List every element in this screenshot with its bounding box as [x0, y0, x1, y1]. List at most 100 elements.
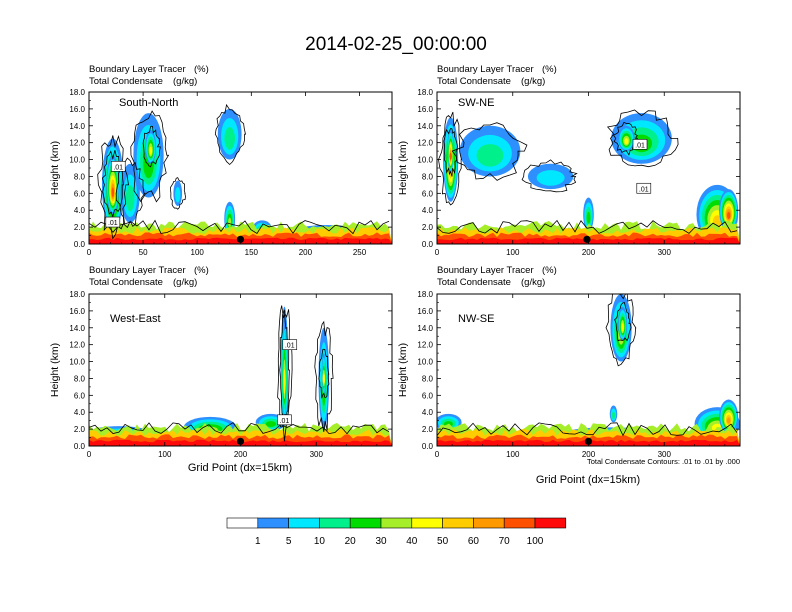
x-tick-label: 300 [310, 450, 324, 459]
condensate-contour [115, 157, 146, 229]
panel-fill: .01 .01 [437, 92, 740, 244]
colorbar: 1 5 10 20 30 40 50 60 70 100 [226, 517, 567, 547]
tracer-blob [621, 323, 624, 332]
plot-background [437, 294, 740, 446]
panel-contour-label: Total Condensate [89, 76, 163, 87]
contour-label-box [110, 161, 126, 172]
location-marker [584, 437, 593, 445]
panel-name: South-North [119, 97, 178, 109]
y-tick-label: 12.0 [417, 139, 433, 148]
colorbar-label: 30 [375, 536, 387, 547]
y-tick-label: 16.0 [417, 105, 433, 114]
x-tick-label: 300 [658, 450, 672, 459]
tracer-blob [111, 187, 115, 198]
colorbar-label: 100 [527, 536, 544, 547]
panel-contour-label: Total Condensate [437, 76, 511, 87]
contour-label-box [632, 139, 648, 150]
y-tick-label: 0.0 [74, 442, 86, 451]
contour-label: .01 [108, 220, 118, 227]
condensate-contour [605, 294, 637, 367]
colorbar-swatch [411, 517, 443, 529]
colorbar-swatch [473, 517, 505, 529]
panel-field-units: (%) [194, 265, 209, 276]
y-axis-label: Height (km) [397, 141, 409, 195]
axes: 0.0 2.0 4.0 6.0 8.0 10.0 12.0 14.0 16.0 18.0 0 100 2… [417, 290, 741, 459]
condensate-contour [438, 111, 463, 206]
x-tick-label: 0 [87, 248, 92, 257]
y-tick-label: 6.0 [74, 189, 86, 198]
contour-label: .01 [639, 186, 649, 193]
colorbar-swatch [503, 517, 536, 529]
condensate-contours [89, 103, 390, 240]
panel-field-label: Boundary Layer Tracer [89, 64, 186, 75]
tracer-blob [449, 152, 452, 160]
tracer-blob [224, 127, 235, 150]
y-tick-label: 12.0 [417, 341, 433, 350]
y-tick-label: 2.0 [422, 223, 434, 232]
location-marker [236, 437, 245, 445]
y-tick-label: 12.0 [69, 341, 85, 350]
panel-contour-units: (g/kg) [521, 76, 545, 87]
panel-fill [437, 294, 740, 446]
y-tick-label: 4.0 [74, 408, 86, 417]
x-axis-label: Grid Point (dx=15km) [536, 474, 640, 486]
panel-fill: .01 .01 [89, 92, 392, 244]
x-tick-label: 0 [87, 450, 92, 459]
panel-fill: .01 .01 [89, 294, 392, 446]
y-tick-label: 0.0 [74, 240, 86, 249]
condensate-contour [89, 219, 390, 235]
panel-contour-units: (g/kg) [521, 277, 545, 288]
condensate-contour [130, 110, 170, 203]
y-tick-label: 0.0 [422, 442, 434, 451]
contour-info: Total Condensate Contours: .01 to .01 by… [587, 457, 740, 466]
y-tick-label: 2.0 [422, 425, 434, 434]
y-tick-label: 6.0 [422, 189, 434, 198]
tracer-blob [149, 146, 152, 155]
y-tick-label: 18.0 [69, 88, 85, 97]
condensate-contour [451, 122, 528, 181]
x-tick-label: 200 [299, 248, 313, 257]
x-tick-label: 150 [245, 248, 259, 257]
condensate-contour [443, 128, 458, 177]
x-tick-label: 250 [353, 248, 367, 257]
tracer-blob [283, 369, 286, 394]
panel-field-units: (%) [542, 64, 557, 75]
tracer-blob [175, 187, 181, 203]
x-tick-label: 0 [435, 450, 440, 459]
y-tick-label: 10.0 [69, 358, 85, 367]
condensate-contours [437, 109, 738, 234]
tracer-blob [322, 373, 326, 385]
tracer-blob [726, 417, 731, 424]
tracer-blob [536, 170, 565, 186]
axes: 0.0 2.0 4.0 6.0 8.0 10.0 12.0 14.0 16.0 18.0 0 50 10… [69, 88, 393, 257]
contour-label: .01 [635, 142, 645, 149]
x-tick-label: 200 [582, 248, 596, 257]
colorbar-swatch [226, 517, 259, 529]
panel-contour-label: Total Condensate [437, 277, 511, 288]
condensate-contour [521, 159, 578, 193]
y-tick-label: 16.0 [417, 307, 433, 316]
condensate-contour [97, 134, 129, 240]
panel-name: NW-SE [458, 313, 494, 325]
panel-contour-units: (g/kg) [173, 277, 197, 288]
tracer-blob [476, 144, 504, 167]
panel-field-units: (%) [542, 265, 557, 276]
contour-label-box [636, 182, 652, 194]
y-axis-label: Height (km) [49, 343, 61, 397]
y-tick-label: 10.0 [417, 156, 433, 165]
colorbar-label: 1 [255, 536, 261, 547]
colorbar-label: 20 [345, 536, 357, 547]
colorbar-label: 70 [499, 536, 511, 547]
contour-labels: .01 .01 [277, 339, 298, 426]
panel-name: SW-NE [458, 97, 494, 109]
y-tick-label: 8.0 [74, 172, 86, 181]
condensate-contour [214, 103, 247, 166]
x-tick-label: 200 [234, 450, 248, 459]
y-tick-label: 0.0 [422, 240, 434, 249]
tracer-blob [125, 185, 135, 212]
y-tick-label: 10.0 [69, 156, 85, 165]
location-marker [583, 235, 591, 243]
x-tick-label: 300 [658, 248, 672, 257]
tracer-blob [611, 411, 616, 420]
condensate-contour [606, 109, 679, 168]
